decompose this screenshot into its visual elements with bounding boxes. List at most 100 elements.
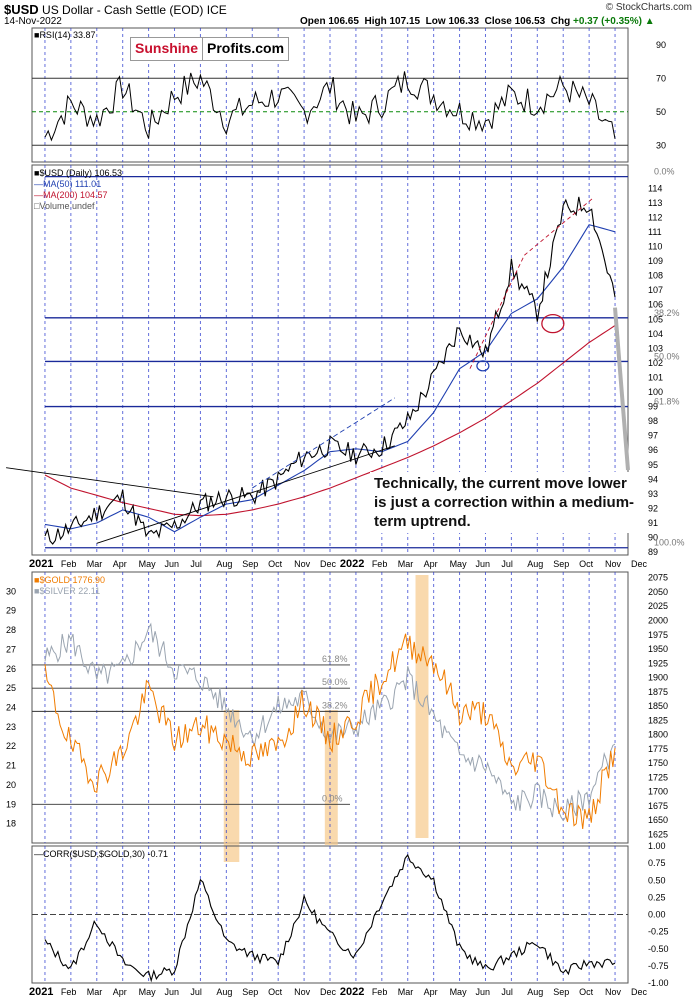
ma50-series-line bbox=[44, 224, 616, 533]
ma50-legend: —MA(50) 111.01 bbox=[34, 179, 102, 189]
usd-tick-label: 106 bbox=[648, 300, 663, 310]
gold-tick-label: 1700 bbox=[648, 787, 668, 797]
usd-month-label: Jun bbox=[475, 559, 490, 569]
silver-fib-label: 50.0% bbox=[322, 677, 348, 687]
silver-tick-label: 18 bbox=[6, 819, 16, 829]
corr-month-label: Oct bbox=[579, 987, 594, 997]
usd-series-line bbox=[44, 196, 616, 545]
gold-tick-label: 2050 bbox=[648, 587, 668, 597]
corr-tick-label: 1.00 bbox=[648, 841, 666, 851]
corr-month-label: Aug bbox=[216, 987, 232, 997]
silver-tick-label: 25 bbox=[6, 683, 16, 693]
ma200-legend: —MA(200) 104.57 bbox=[34, 190, 108, 200]
corr-tick-label: -0.75 bbox=[648, 961, 669, 971]
usd-month-label: Aug bbox=[216, 559, 232, 569]
silver-fib-label: 38.2% bbox=[322, 700, 348, 710]
silver-tick-label: 19 bbox=[6, 799, 16, 809]
usd-flag-line bbox=[524, 196, 595, 256]
usd-tick-label: 90 bbox=[648, 533, 658, 543]
corr-month-label: Jun bbox=[475, 987, 490, 997]
rsi-tick-label: 50 bbox=[656, 107, 666, 117]
corr-month-label: Sep bbox=[242, 987, 258, 997]
usd-month-label: Nov bbox=[294, 559, 311, 569]
usd-month-label: Jun bbox=[165, 559, 180, 569]
gold-tick-label: 1975 bbox=[648, 630, 668, 640]
corr-tick-label: 0.25 bbox=[648, 892, 666, 902]
corr-month-label: Apr bbox=[424, 987, 438, 997]
corr-tick-label: -0.25 bbox=[648, 927, 669, 937]
usd-month-label: Apr bbox=[424, 559, 438, 569]
gold-tick-label: 1800 bbox=[648, 730, 668, 740]
corr-month-label: May bbox=[139, 987, 157, 997]
usd-month-label: May bbox=[450, 559, 468, 569]
ma200-series-line bbox=[44, 325, 616, 517]
usd-tick-label: 95 bbox=[648, 460, 658, 470]
usd-highlight-circle bbox=[476, 360, 490, 372]
usd-month-label: Apr bbox=[113, 559, 127, 569]
usd-month-label: Mar bbox=[87, 559, 103, 569]
usd-tick-label: 98 bbox=[648, 416, 658, 426]
corr-month-label: Jul bbox=[501, 987, 513, 997]
corr-month-label: Nov bbox=[605, 987, 622, 997]
corr-month-label: Feb bbox=[372, 987, 388, 997]
corr-month-label: Oct bbox=[268, 987, 283, 997]
usd-tick-label: 109 bbox=[648, 256, 663, 266]
corr-tick-label: 0.00 bbox=[648, 910, 666, 920]
chart-date: 14-Nov-2022 bbox=[4, 16, 62, 27]
usd-tick-label: 101 bbox=[648, 372, 663, 382]
silver-tick-label: 21 bbox=[6, 761, 16, 771]
corr-tick-label: -1.00 bbox=[648, 978, 669, 988]
usd-tick-label: 89 bbox=[648, 547, 658, 557]
usd-tick-label: 102 bbox=[648, 358, 663, 368]
gold-tick-label: 1650 bbox=[648, 815, 668, 825]
open-value: 106.65 bbox=[328, 16, 359, 27]
usd-channel-top bbox=[252, 397, 396, 489]
corr-series-line bbox=[44, 853, 616, 983]
usd-month-label: May bbox=[139, 559, 157, 569]
usd-month-label: Dec bbox=[320, 559, 337, 569]
usd-month-label: Oct bbox=[579, 559, 594, 569]
gold-tick-label: 1850 bbox=[648, 701, 668, 711]
gold-tick-label: 1750 bbox=[648, 758, 668, 768]
corr-month-label: Dec bbox=[631, 987, 648, 997]
annotation-arrow bbox=[613, 307, 630, 471]
usd-month-label: Jul bbox=[501, 559, 513, 569]
corr-month-label: Feb bbox=[61, 987, 77, 997]
highlight-box bbox=[223, 710, 240, 862]
gold-tick-label: 1875 bbox=[648, 687, 668, 697]
usd-month-label: Feb bbox=[61, 559, 77, 569]
source-credit: © StockCharts.com bbox=[605, 2, 692, 13]
usd-fib-label: 100.0% bbox=[654, 538, 685, 548]
corr-month-label: Mar bbox=[398, 987, 414, 997]
usd-month-label: Aug bbox=[527, 559, 543, 569]
silver-tick-label: 23 bbox=[6, 722, 16, 732]
silver-fib-label: 0.0% bbox=[322, 793, 343, 803]
usd-tick-label: 99 bbox=[648, 402, 658, 412]
usd-tick-label: 112 bbox=[648, 212, 662, 222]
corr-tick-label: 0.75 bbox=[648, 858, 666, 868]
usd-tick-label: 113 bbox=[648, 198, 662, 208]
corr-month-label: 2022 bbox=[340, 986, 364, 998]
gold-tick-label: 1950 bbox=[648, 644, 668, 654]
corr-tick-label: 0.50 bbox=[648, 875, 666, 885]
usd-month-label: Sep bbox=[553, 559, 569, 569]
gold-tick-label: 2000 bbox=[648, 615, 668, 625]
rsi-tick-label: 30 bbox=[656, 140, 666, 150]
highlight-box bbox=[324, 710, 338, 845]
volume-legend: □Volume undef bbox=[34, 201, 95, 211]
silver-tick-label: 30 bbox=[6, 586, 16, 596]
corr-month-label: Aug bbox=[527, 987, 543, 997]
usd-tick-label: 93 bbox=[648, 489, 658, 499]
gold-tick-label: 2075 bbox=[648, 573, 668, 583]
chart-title: $USD US Dollar - Cash Settle (EOD) ICE bbox=[4, 2, 227, 17]
corr-month-label: Sep bbox=[553, 987, 569, 997]
gold-tick-label: 1725 bbox=[648, 772, 668, 782]
usd-highlight-circle bbox=[541, 313, 565, 334]
usd-tick-label: 97 bbox=[648, 431, 658, 441]
corr-month-label: 2021 bbox=[29, 986, 53, 998]
rsi-tick-label: 70 bbox=[656, 73, 666, 83]
usd-tick-label: 110 bbox=[648, 241, 662, 251]
usd-tick-label: 96 bbox=[648, 445, 658, 455]
usd-tick-label: 108 bbox=[648, 271, 663, 281]
